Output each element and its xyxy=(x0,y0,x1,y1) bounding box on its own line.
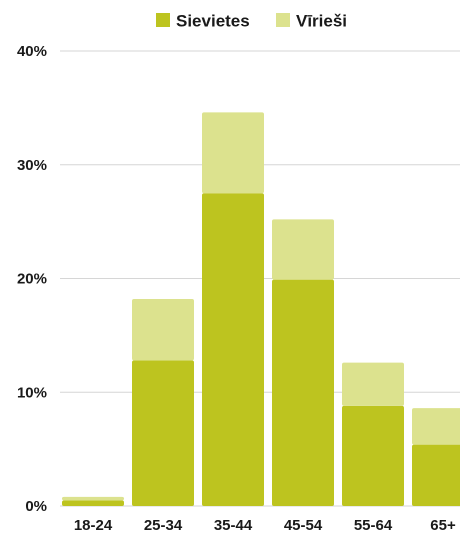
bar-segment-viriesi-55-64 xyxy=(342,362,404,406)
bar-segment-viriesi-25-34 xyxy=(132,298,194,361)
bar-segment-viriesi-45-54 xyxy=(272,219,334,280)
x-tick-label: 18-24 xyxy=(74,517,113,533)
bar-segment-sievietes-35-44 xyxy=(202,193,264,506)
bar-segment-viriesi-65+ xyxy=(412,408,460,445)
bar-segment-sievietes-45-54 xyxy=(272,279,334,506)
legend-label: Sievietes xyxy=(176,12,250,31)
y-tick-label: 20% xyxy=(17,271,47,288)
x-tick-label: 65+ xyxy=(430,517,456,533)
x-tick-label: 25-34 xyxy=(144,517,183,533)
x-tick-label: 35-44 xyxy=(214,517,253,533)
bar-segment-viriesi-18-24 xyxy=(62,496,124,501)
bar-segment-sievietes-25-34 xyxy=(132,360,194,506)
bar-segment-sievietes-18-24 xyxy=(62,500,124,506)
x-tick-label: 55-64 xyxy=(354,517,393,533)
bar-segment-sievietes-65+ xyxy=(412,444,460,506)
y-tick-label: 40% xyxy=(17,43,47,60)
legend: Sievietes Vīrieši xyxy=(156,12,347,31)
y-tick-label: 30% xyxy=(17,157,47,174)
y-tick-label: 10% xyxy=(17,384,47,401)
y-tick-label: 0% xyxy=(25,498,47,515)
y-axis: 0% 10% 20% 30% 40% xyxy=(17,43,47,515)
legend-swatch xyxy=(276,13,290,27)
x-axis: 18-24 25-34 35-44 45-54 55-64 65+ xyxy=(74,517,456,533)
bars xyxy=(62,112,460,506)
x-tick-label: 45-54 xyxy=(284,517,323,533)
bar-segment-sievietes-55-64 xyxy=(342,405,404,506)
bar-segment-viriesi-35-44 xyxy=(202,112,264,194)
legend-swatch xyxy=(156,13,170,27)
legend-label: Vīrieši xyxy=(296,12,347,31)
